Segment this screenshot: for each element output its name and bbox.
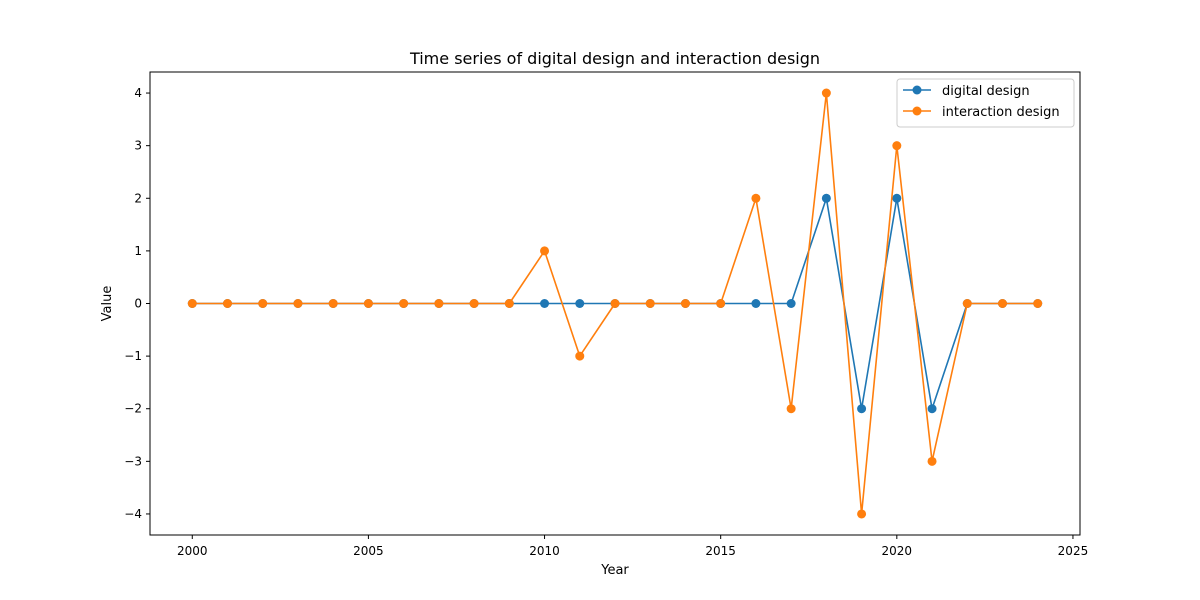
data-point [716,299,726,308]
data-point [962,299,972,308]
data-point [751,299,761,308]
x-tick-label: 2025 [1058,544,1089,558]
x-tick-label: 2005 [353,544,384,558]
chart-title: Time series of digital design and intera… [409,49,820,68]
data-point [786,299,796,308]
legend: digital design interaction design [896,78,1075,128]
data-point [540,299,550,308]
x-axis: 2000 2005 2010 2015 2020 2025 [177,535,1088,558]
y-tick-label: 2 [134,191,142,205]
data-point [504,299,514,308]
x-tick-label: 2010 [529,544,560,558]
data-point [258,299,268,308]
series-layer [187,88,1043,519]
data-point [680,299,690,308]
data-point [610,299,620,308]
data-point [998,299,1007,308]
legend-frame [896,78,1075,128]
data-point [927,404,937,414]
x-axis-title: Year [600,563,629,578]
data-point [821,88,831,98]
legend-label: interaction design [942,105,1060,120]
y-tick-label: 0 [134,297,142,311]
data-point [786,404,796,414]
data-point [187,299,197,308]
data-point [223,299,232,308]
data-point [293,299,303,308]
legend-marker [912,106,922,116]
y-tick-label: 3 [134,139,142,153]
data-point [892,193,902,203]
data-point [575,351,585,361]
x-tick-label: 2000 [177,544,208,558]
data-point [857,509,867,519]
data-point [469,299,479,308]
y-tick-label: −4 [124,507,142,521]
data-point [1033,299,1043,308]
data-point [434,299,444,308]
data-point [399,299,409,308]
y-tick-label: −3 [124,454,142,468]
y-axis: −4 −3 −2 −1 0 1 2 3 4 [124,86,150,521]
data-point [927,456,937,466]
y-axis-title: Value [100,286,115,322]
y-tick-label: 4 [134,86,142,100]
data-point [857,404,867,414]
y-tick-label: 1 [134,244,142,258]
legend-label: digital design [942,84,1030,99]
data-point [363,299,373,308]
data-point [328,299,338,308]
data-point [821,193,831,203]
data-point [751,193,761,203]
series-interaction-design [187,88,1043,519]
x-tick-label: 2015 [705,544,736,558]
y-tick-label: −2 [124,402,142,416]
data-point [575,299,585,308]
y-tick-label: −1 [124,349,142,363]
data-point [892,141,902,151]
legend-marker [912,85,922,95]
data-point [540,246,550,256]
data-point [645,299,655,308]
x-tick-label: 2020 [882,544,913,558]
